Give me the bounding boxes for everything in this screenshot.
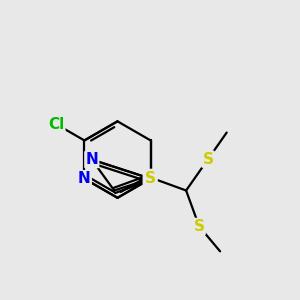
Text: N: N (144, 170, 157, 185)
Text: S: S (202, 152, 214, 167)
Text: Cl: Cl (48, 117, 64, 132)
Text: N: N (78, 171, 91, 186)
Text: S: S (145, 171, 156, 186)
Text: S: S (194, 219, 205, 234)
Text: N: N (85, 152, 98, 167)
